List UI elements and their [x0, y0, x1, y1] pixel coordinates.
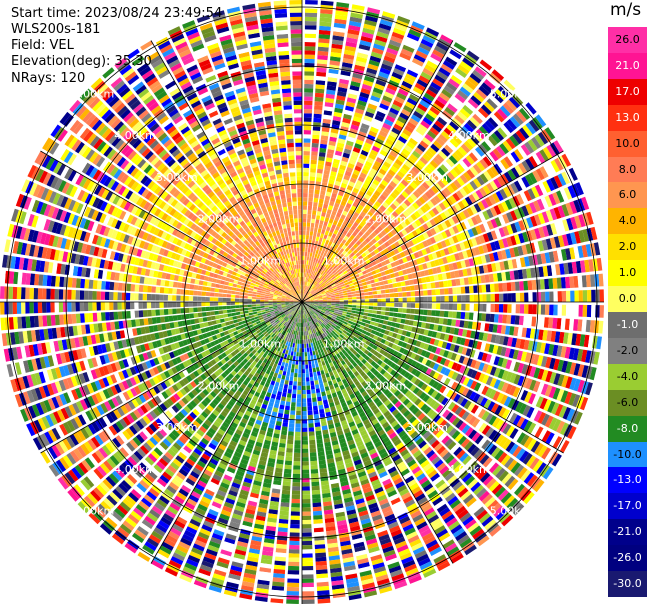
range-ring	[6, 6, 598, 598]
colorbar-tick-label: -8.0	[616, 421, 639, 435]
colorbar-segment	[608, 78, 647, 106]
colorbar-tick-label: 21.0	[615, 58, 640, 72]
velocity-ppi-plot: 1.00km 1.00km 1.00km 1.00km 2.00km 2.00km 2.00…	[0, 0, 604, 604]
range-ring	[242, 242, 362, 362]
colorbar-segment	[608, 208, 647, 235]
colorbar-segment	[608, 312, 647, 339]
colorbar-segment	[608, 104, 647, 132]
colorbar-unit: m/s	[610, 0, 642, 20]
colorbar-segment	[608, 130, 647, 158]
colorbar-segment	[608, 467, 647, 494]
range-ring-label: 1.00km	[323, 338, 365, 351]
colorbar-tick-label: 13.0	[615, 110, 640, 124]
azimuth-spoke	[40, 301, 303, 454]
range-ring-label: 2.00km	[198, 379, 240, 392]
range-ring-label: 3.00km	[406, 421, 448, 434]
nrays-label: NRays: 120	[11, 71, 86, 86]
colorbar-segment	[608, 156, 647, 183]
colorbar-segment	[608, 441, 647, 468]
colorbar-tick-label: -13.0	[613, 473, 642, 487]
range-ring-label: 1.00km	[240, 338, 282, 351]
azimuth-spoke	[150, 40, 303, 303]
azimuth-spoke	[301, 40, 454, 303]
colorbar-tick-label: -2.0	[616, 343, 639, 357]
colorbar-segment	[608, 337, 647, 365]
colorbar-tick-label: 6.0	[618, 188, 637, 202]
range-ring	[65, 65, 539, 539]
colorbar-segment	[608, 260, 647, 287]
range-ring-label: 5.00km	[490, 505, 532, 518]
colorbar-tick-label: -17.0	[613, 499, 642, 513]
colorbar-segment	[608, 286, 647, 313]
colorbar-segment	[608, 415, 647, 443]
colorbar-tick-label: 2.0	[618, 240, 637, 254]
range-ring-label: 1.00km	[323, 254, 365, 267]
range-ring-label: 3.00km	[156, 171, 198, 184]
colorbar-segment	[608, 519, 647, 546]
colorbar-tick-label: -1.0	[616, 317, 639, 331]
colorbar-segment	[608, 545, 647, 572]
colorbar-tick-label: 1.0	[618, 266, 637, 280]
range-ring-label: 2.00km	[365, 379, 407, 392]
azimuth-spoke	[301, 301, 454, 564]
colorbar-segment	[608, 571, 647, 598]
colorbar-tick-label: -10.0	[613, 447, 642, 461]
azimuth-spoke	[301, 150, 564, 303]
colorbar-tick-label: -6.0	[616, 395, 639, 409]
colorbar-tick-label: -21.0	[613, 525, 642, 539]
range-ring-label: 2.00km	[365, 213, 407, 226]
instrument-label: WLS200s-181	[11, 22, 101, 37]
range-ring-label: 4.00km	[448, 129, 490, 142]
range-ring	[124, 124, 480, 480]
range-ring-label: 4.00km	[114, 129, 156, 142]
colorbar-segment	[608, 27, 647, 54]
elevation-label: Elevation(deg): 35.30	[11, 54, 152, 69]
range-ring-label: 3.00km	[406, 171, 448, 184]
field-label: Field: VEL	[11, 38, 74, 53]
colorbar-tick-label: 8.0	[618, 162, 637, 176]
colorbar-tick-label: 4.0	[618, 214, 637, 228]
range-ring-label: 5.00km	[73, 87, 115, 100]
range-ring-label: 4.00km	[448, 463, 490, 476]
colorbar-tick-label: -30.0	[613, 577, 642, 591]
colorbar-tick-label: 17.0	[615, 84, 640, 98]
colorbar-tick-label: 10.0	[615, 136, 640, 150]
range-ring-label: 5.00km	[490, 87, 532, 100]
colorbar-segment	[608, 234, 647, 261]
range-ring-label: 5.00km	[73, 505, 115, 518]
start-time-label: Start time: 2023/08/24 23:49:54	[11, 6, 223, 21]
azimuth-spoke	[40, 150, 303, 303]
range-ring-label: 3.00km	[156, 421, 198, 434]
colorbar-segment	[608, 363, 647, 391]
azimuth-spoke	[150, 301, 303, 564]
colorbar-tick-label: -4.0	[616, 369, 639, 383]
colorbar-segment	[608, 182, 647, 209]
colorbar-segment	[608, 389, 647, 417]
colorbar-tick-label: -26.0	[613, 551, 642, 565]
colorbar-tick-label: 0.0	[618, 292, 637, 306]
azimuth-spoke	[301, 301, 564, 454]
range-ring-label: 4.00km	[114, 463, 156, 476]
colorbar: 26.0 21.0 17.0 13.0 10.0 8.0 6.0 4.0 2.0 1.0 0.0 -1…	[608, 27, 647, 598]
range-ring-label: 1.00km	[240, 254, 282, 267]
range-ring-label: 2.00km	[198, 213, 240, 226]
range-ring	[183, 183, 421, 421]
colorbar-segment	[608, 52, 647, 80]
colorbar-tick-label: 26.0	[615, 32, 640, 46]
colorbar-segment	[608, 493, 647, 520]
